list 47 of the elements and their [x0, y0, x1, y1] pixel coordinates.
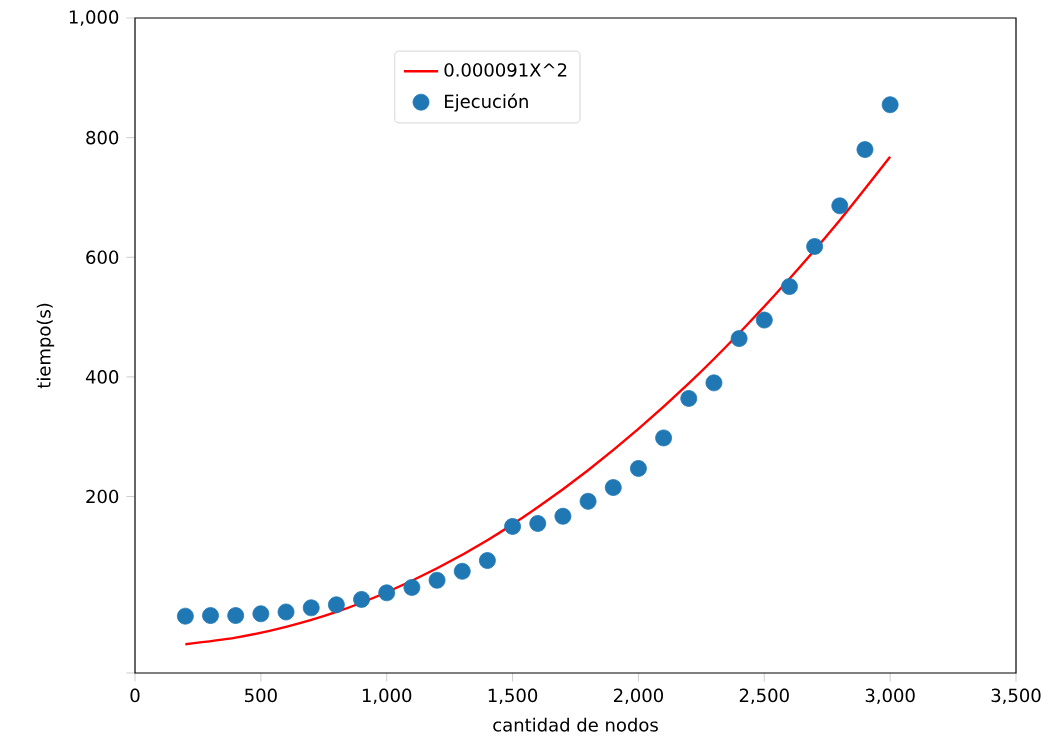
point [479, 552, 496, 569]
point [176, 607, 194, 625]
line-series [184, 155, 892, 646]
point [630, 460, 647, 477]
point [227, 607, 245, 624]
legend-label: 0.000091X^2 [444, 63, 567, 77]
point [353, 591, 370, 608]
point [579, 492, 597, 510]
point [403, 579, 421, 596]
point [806, 238, 824, 255]
point [252, 605, 270, 623]
y-tick-label: 800 [86, 130, 119, 145]
point [604, 479, 622, 496]
point [781, 278, 798, 295]
point [705, 374, 723, 392]
x-axis-title: cantidad de nodos [493, 717, 658, 732]
y-axis-title: tiempo(s) [36, 303, 55, 389]
point [680, 390, 698, 407]
point [327, 596, 345, 614]
point [202, 607, 219, 624]
x-tick-label: 1,000 [362, 688, 412, 705]
y-tick-label: 200 [86, 489, 119, 504]
point [302, 599, 320, 617]
point [755, 311, 773, 329]
point [277, 603, 295, 621]
x-tick-label: 3,500 [991, 688, 1041, 705]
y-tick-label: 1,000 [69, 10, 119, 26]
x-tick-label: 2,500 [739, 688, 789, 705]
point [856, 141, 874, 158]
point [881, 96, 899, 114]
x-tick-label: 0 [130, 688, 140, 703]
point [529, 515, 547, 532]
point [831, 197, 849, 215]
legend-label: Ejecución [445, 93, 528, 112]
point [504, 518, 521, 535]
x-tick-label: 1,500 [488, 688, 538, 705]
point [453, 562, 471, 580]
x-tick-label: 500 [245, 688, 277, 703]
x-tick-label: 2,000 [613, 688, 663, 705]
point [730, 330, 748, 347]
y-tick-label: 600 [86, 250, 119, 265]
y-tick-label: 400 [85, 370, 119, 384]
point [378, 584, 396, 602]
point [428, 571, 446, 589]
point [655, 429, 672, 447]
point [554, 507, 572, 525]
x-tick-label: 3,000 [865, 688, 915, 705]
